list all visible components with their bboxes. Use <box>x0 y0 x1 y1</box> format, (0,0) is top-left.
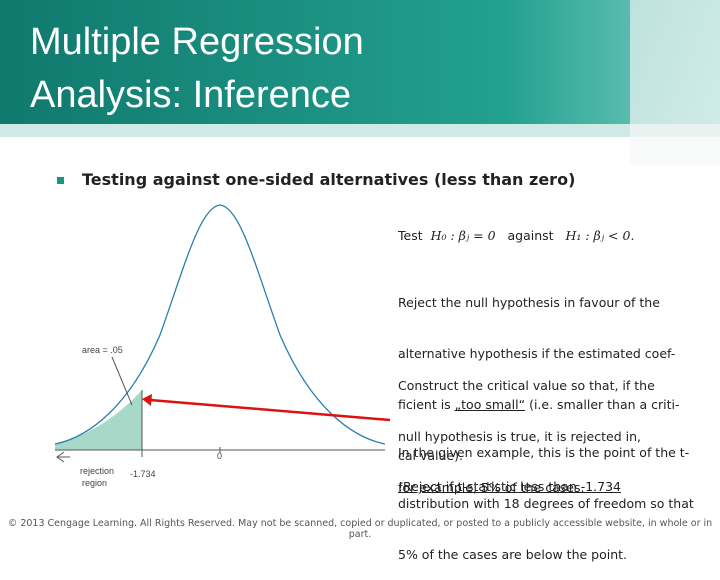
area-label: area = .05 <box>82 345 123 355</box>
title-line: Multiple Regression <box>30 21 364 63</box>
distribution-figure: area = .05 0 -1.734 rejection region <box>54 204 391 488</box>
line: cal value). <box>398 448 463 463</box>
test-line: Test H₀ : βⱼ = 0 against H₁ : βⱼ < 0. <box>398 227 634 244</box>
footer: © 2013 Cengage Learning. All Rights Rese… <box>7 518 713 540</box>
line: null hypothesis is true, it is rejected … <box>398 429 641 444</box>
paragraph: Reject the null hypothesis in favour of … <box>398 260 680 481</box>
region-label: rejection <box>80 466 114 476</box>
segment: ficient is <box>398 397 455 412</box>
region-label: region <box>82 478 107 488</box>
line: ficient is „too small“ (i.e. smaller tha… <box>398 396 680 413</box>
region-arrow <box>56 451 70 463</box>
zero-label: 0 <box>217 451 222 461</box>
density-curve <box>54 204 386 445</box>
word: Test <box>398 228 423 243</box>
line: In the given example, this is the point … <box>398 445 690 460</box>
critical-label: -1.734 <box>130 469 156 479</box>
line: Reject the null hypothesis in favour of … <box>398 295 660 310</box>
header-stripe <box>0 124 720 137</box>
title-line: Analysis: Inference <box>30 74 352 116</box>
paragraph: In the given example, this is the point … <box>398 410 694 580</box>
decoration <box>630 0 720 165</box>
slide: Multiple Regression Analysis: Inference … <box>0 0 720 562</box>
rejection-area <box>55 390 142 450</box>
slide-title: Multiple Regression Analysis: Inference <box>30 16 364 122</box>
line: 5% of the cases are below the point. <box>398 547 628 562</box>
alt-hypothesis: H₁ : βⱼ < 0. <box>565 228 635 243</box>
paragraph: Construct the critical value so that, if… <box>398 343 655 513</box>
segment: (i.e. smaller than a criti- <box>525 397 680 412</box>
line: for example, 5% of the cases. <box>398 480 585 495</box>
line: Construct the critical value so that, if… <box>398 378 655 393</box>
leader-line <box>111 356 133 406</box>
word: against <box>507 228 554 243</box>
bullet-marker <box>57 177 64 184</box>
emphasis: „too small“ <box>454 397 526 412</box>
line: distribution with 18 degrees of freedom … <box>398 496 694 511</box>
line: alternative hypothesis if the estimated … <box>398 346 676 361</box>
bullet-text: Testing against one-sided alternatives (… <box>82 170 576 189</box>
conclusion: !Reject if t-statistic less than -1.734 <box>398 479 622 494</box>
header-band <box>0 0 720 124</box>
null-hypothesis: H₀ : βⱼ = 0 <box>430 228 496 243</box>
pointer-head <box>142 394 152 406</box>
pointer-arrow <box>149 398 391 422</box>
